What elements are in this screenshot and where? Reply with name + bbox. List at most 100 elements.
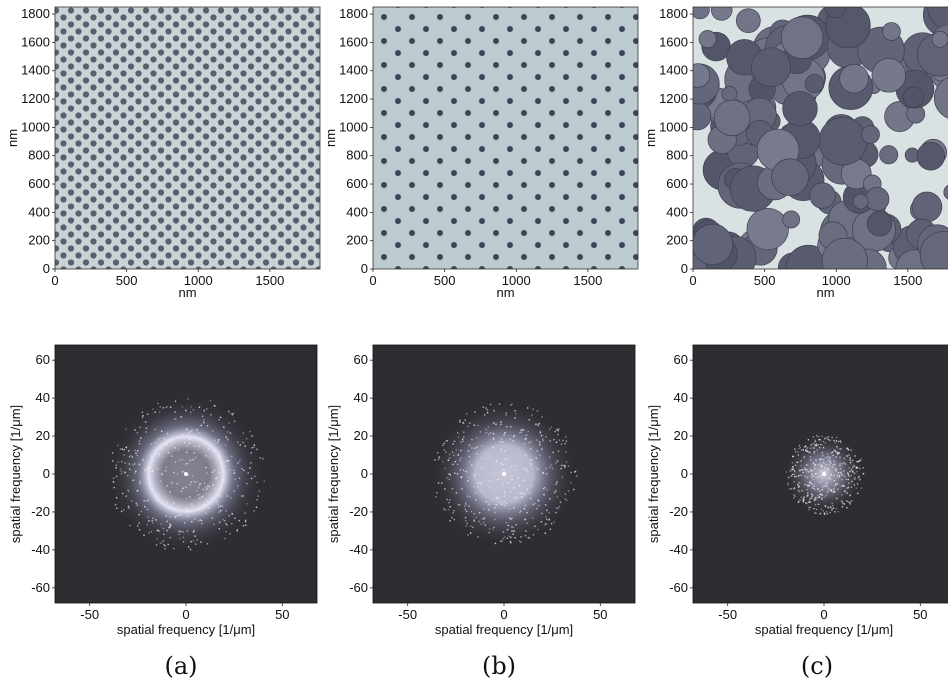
tem-yaxis-label: nm xyxy=(323,129,338,147)
tem-ytick-label: 400 xyxy=(346,204,368,219)
fft-xtick-label: 0 xyxy=(820,607,827,622)
tem-ytick-label: 200 xyxy=(346,233,368,248)
tem-ytick-label: 1400 xyxy=(21,63,50,78)
fft-speckle xyxy=(111,398,265,551)
tem-xtick-label: 1500 xyxy=(573,273,602,288)
tem-xtick-label: 0 xyxy=(369,273,376,288)
fft-xaxis-label: spatial frequency [1/μm] xyxy=(755,622,893,637)
tem-ytick-label: 1800 xyxy=(21,6,50,21)
panel-caption: (b) xyxy=(482,652,516,680)
tem-ytick-label: 400 xyxy=(666,204,688,219)
tem-ytick-label: 200 xyxy=(28,233,50,248)
fft-ytick-label: -60 xyxy=(31,580,50,595)
tem-ytick-label: 1200 xyxy=(21,91,50,106)
tem-image xyxy=(373,7,638,269)
fft-ytick-label: 60 xyxy=(674,352,688,367)
fft-xtick-label: -50 xyxy=(398,607,417,622)
tem-ytick-label: 600 xyxy=(28,176,50,191)
panel-caption: (c) xyxy=(801,652,833,680)
tem-xtick-label: 500 xyxy=(434,273,456,288)
fft-yaxis-label: spatial frequency [1/μm] xyxy=(326,405,341,543)
tem-xtick-label: 0 xyxy=(51,273,58,288)
fft-ytick-label: -40 xyxy=(669,542,688,557)
tem-ytick-label: 1000 xyxy=(21,119,50,134)
tem-frame xyxy=(372,6,639,270)
fft-ytick-label: 20 xyxy=(674,428,688,443)
fft-xtick-label: 0 xyxy=(182,607,189,622)
tem-xaxis-label: nm xyxy=(816,285,834,300)
fft-ytick-label: -40 xyxy=(31,542,50,557)
fft-xtick-label: 50 xyxy=(913,607,927,622)
fft-xtick-label: -50 xyxy=(80,607,99,622)
fft-ytick-label: 40 xyxy=(354,390,368,405)
tem-xaxis-label: nm xyxy=(496,285,514,300)
tem-xaxis-label: nm xyxy=(178,285,196,300)
tem-ytick-label: 400 xyxy=(28,204,50,219)
tem-xtick-label: 1000 xyxy=(502,273,531,288)
tem-ytick-label: 200 xyxy=(666,233,688,248)
fft-xaxis-label: spatial frequency [1/μm] xyxy=(117,622,255,637)
fft-ytick-label: 0 xyxy=(43,466,50,481)
fft-xtick-label: 50 xyxy=(275,607,289,622)
fft-ytick-label: -20 xyxy=(349,504,368,519)
tem-xtick-label: 0 xyxy=(689,273,696,288)
fft-yaxis-label: spatial frequency [1/μm] xyxy=(8,405,23,543)
tem-ytick-label: 600 xyxy=(346,176,368,191)
tem-image xyxy=(55,7,320,269)
tem-ytick-label: 1800 xyxy=(339,6,368,21)
fft-ytick-label: 20 xyxy=(354,428,368,443)
tem-xtick-label: 1000 xyxy=(184,273,213,288)
fft-ytick-label: -20 xyxy=(669,504,688,519)
fft-ytick-label: 0 xyxy=(681,466,688,481)
fft-ytick-label: 60 xyxy=(36,352,50,367)
tem-image xyxy=(693,7,948,269)
fft-xtick-label: 50 xyxy=(593,607,607,622)
tem-ytick-label: 1200 xyxy=(659,91,688,106)
tem-ytick-label: 1600 xyxy=(659,34,688,49)
panel-caption: (a) xyxy=(164,652,197,680)
fft-ytick-label: 40 xyxy=(36,390,50,405)
fft-xtick-label: -50 xyxy=(718,607,737,622)
tem-ytick-label: 1800 xyxy=(659,6,688,21)
fft-xtick-label: 0 xyxy=(500,607,507,622)
tem-ytick-label: 1200 xyxy=(339,91,368,106)
fft-speckle xyxy=(785,434,865,516)
tem-ytick-label: 1400 xyxy=(659,63,688,78)
tem-ytick-label: 1000 xyxy=(659,119,688,134)
tem-ytick-label: 1000 xyxy=(339,119,368,134)
tem-ytick-label: 600 xyxy=(666,176,688,191)
tem-ytick-label: 0 xyxy=(43,261,50,276)
tem-xtick-label: 1500 xyxy=(255,273,284,288)
tem-ytick-label: 0 xyxy=(361,261,368,276)
fft-ytick-label: -40 xyxy=(349,542,368,557)
tem-yaxis-label: nm xyxy=(643,129,658,147)
tem-ytick-label: 1400 xyxy=(339,63,368,78)
tem-ytick-label: 800 xyxy=(346,148,368,163)
tem-xtick-label: 500 xyxy=(754,273,776,288)
fft-ytick-label: -60 xyxy=(349,580,368,595)
tem-yaxis-label: nm xyxy=(5,129,20,147)
fft-xaxis-label: spatial frequency [1/μm] xyxy=(435,622,573,637)
fft-ytick-label: 40 xyxy=(674,390,688,405)
tem-ytick-label: 1600 xyxy=(339,34,368,49)
tem-ytick-label: 800 xyxy=(666,148,688,163)
fft-ytick-label: 20 xyxy=(36,428,50,443)
tem-ytick-label: 1600 xyxy=(21,34,50,49)
tem-xtick-label: 1000 xyxy=(822,273,851,288)
fft-yaxis-label: spatial frequency [1/μm] xyxy=(646,405,661,543)
fft-speckle xyxy=(434,403,578,545)
tem-frame xyxy=(692,6,948,270)
tem-frame xyxy=(54,6,321,270)
tem-xtick-label: 1500 xyxy=(893,273,922,288)
fft-ytick-label: 60 xyxy=(354,352,368,367)
fft-ytick-label: 0 xyxy=(361,466,368,481)
tem-xtick-label: 500 xyxy=(116,273,138,288)
fft-ytick-label: -20 xyxy=(31,504,50,519)
tem-ytick-label: 800 xyxy=(28,148,50,163)
tem-ytick-label: 0 xyxy=(681,261,688,276)
fft-ytick-label: -60 xyxy=(669,580,688,595)
